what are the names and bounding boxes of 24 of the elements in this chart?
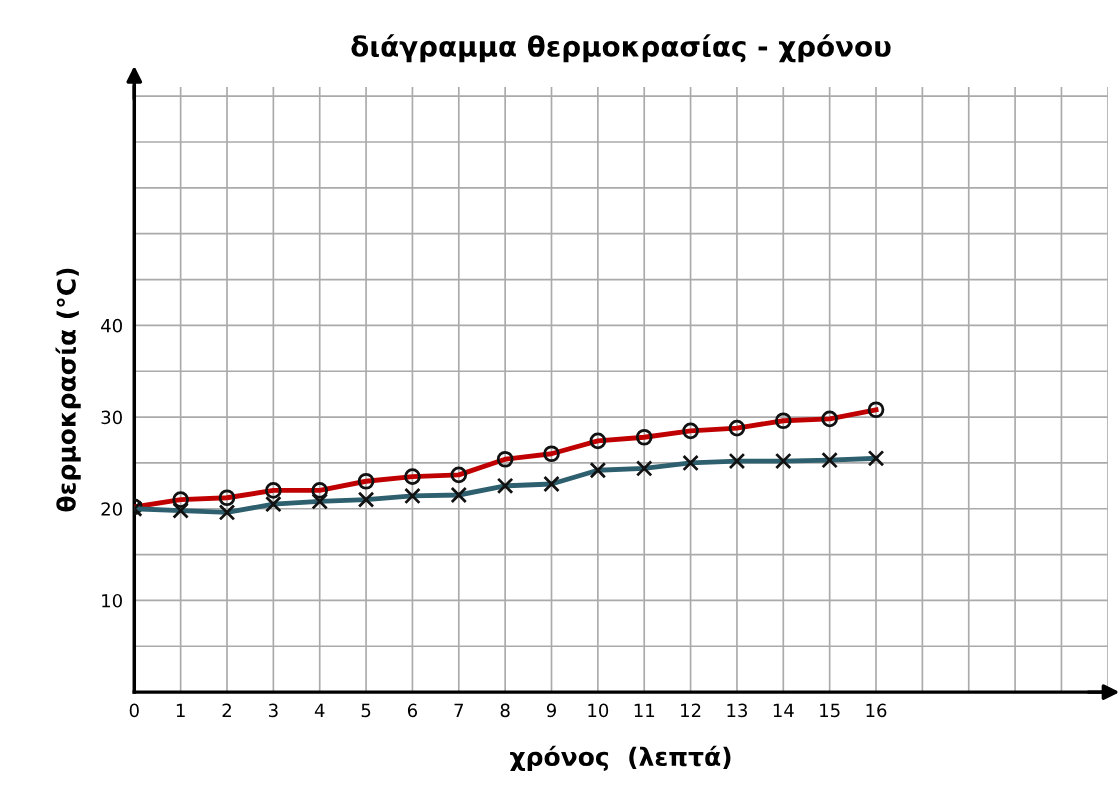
x-tick-label: 9 — [546, 703, 556, 718]
x-tick-label: 7 — [454, 703, 463, 717]
x-tick-label: 15 — [820, 703, 840, 718]
y-tick-label: 10 — [102, 593, 122, 608]
x-tick-label: 0 — [129, 703, 139, 718]
x-tick-label: 14 — [773, 703, 794, 717]
x-axis-title: χρόνος (λεπτά) — [510, 745, 731, 771]
y-axis-title: θερμοκρασία (°C) — [55, 268, 81, 512]
x-tick-label: 10 — [588, 703, 609, 718]
y-tick-label: 20 — [101, 502, 122, 516]
x-tick-label: 2 — [222, 703, 231, 717]
x-tick-label: 5 — [361, 703, 371, 718]
x-tick-label: 11 — [634, 703, 655, 717]
x-tick-label: 16 — [866, 703, 887, 718]
y-tick-label: 30 — [101, 410, 122, 425]
x-tick-label: 6 — [407, 703, 418, 718]
x-tick-label: 8 — [500, 703, 510, 718]
chart-title: διάγραμμα θερμοκρασίας - χρόνου — [351, 34, 891, 63]
x-tick-label: 13 — [727, 703, 747, 718]
x-tick-label: 4 — [314, 703, 325, 717]
y-tick-label: 40 — [101, 318, 122, 333]
x-tick-label: 1 — [176, 703, 185, 717]
x-tick-label: 3 — [268, 703, 278, 718]
x-tick-label: 12 — [681, 703, 701, 717]
